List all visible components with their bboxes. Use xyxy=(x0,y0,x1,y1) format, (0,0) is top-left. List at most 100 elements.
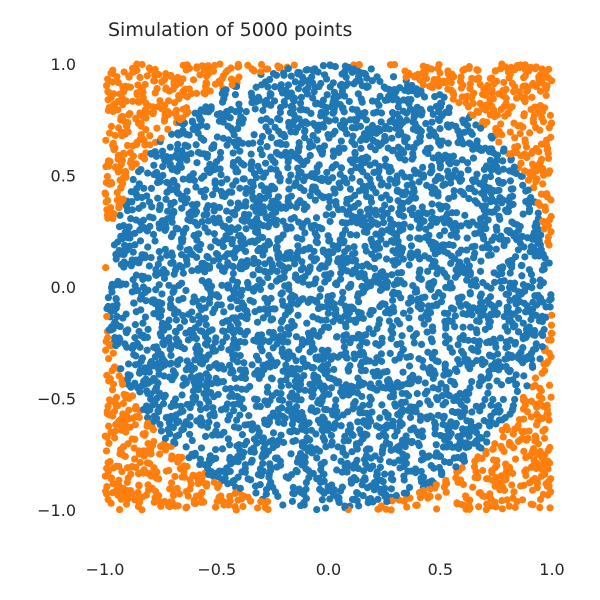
point-inside xyxy=(371,254,379,263)
point-outside xyxy=(164,125,172,133)
point-inside xyxy=(471,242,479,250)
point-inside xyxy=(250,336,258,344)
point-inside xyxy=(301,229,309,237)
point-inside xyxy=(384,144,392,152)
point-inside xyxy=(433,449,441,457)
point-outside xyxy=(114,155,122,163)
point-inside xyxy=(293,427,301,436)
point-inside xyxy=(280,419,288,428)
point-inside xyxy=(513,387,522,395)
point-outside xyxy=(487,502,495,510)
point-inside xyxy=(348,156,356,164)
point-inside xyxy=(512,381,520,389)
point-inside xyxy=(271,488,280,496)
point-inside xyxy=(233,297,241,305)
point-inside xyxy=(376,456,384,464)
point-inside xyxy=(519,210,527,218)
point-inside xyxy=(266,268,275,276)
point-inside xyxy=(309,345,318,353)
point-inside xyxy=(348,174,356,182)
point-inside xyxy=(424,267,432,275)
point-inside xyxy=(381,423,389,431)
point-inside xyxy=(467,128,475,136)
point-inside xyxy=(218,445,227,453)
point-inside xyxy=(261,98,269,107)
point-outside xyxy=(131,421,139,429)
point-inside xyxy=(158,147,167,155)
point-inside xyxy=(468,408,476,416)
point-inside xyxy=(156,420,164,429)
point-outside xyxy=(103,172,111,181)
point-outside xyxy=(540,465,548,473)
point-outside xyxy=(484,81,492,90)
point-inside xyxy=(362,247,370,255)
point-outside xyxy=(521,167,529,175)
point-inside xyxy=(304,84,312,92)
point-inside xyxy=(398,332,406,340)
point-inside xyxy=(167,259,175,267)
point-inside xyxy=(325,390,333,398)
point-inside xyxy=(478,402,486,410)
point-inside xyxy=(491,339,499,347)
point-inside xyxy=(279,396,287,404)
point-inside xyxy=(204,284,212,292)
point-outside xyxy=(146,132,154,140)
point-inside xyxy=(415,430,423,438)
point-outside xyxy=(115,476,123,484)
point-inside xyxy=(183,400,191,409)
point-inside xyxy=(225,188,233,196)
point-inside xyxy=(452,159,460,167)
point-inside xyxy=(156,254,164,263)
point-inside xyxy=(250,131,258,139)
point-outside xyxy=(119,101,127,109)
point-outside xyxy=(479,466,487,475)
point-outside xyxy=(200,498,208,506)
point-inside xyxy=(377,181,385,189)
point-inside xyxy=(155,205,163,214)
point-inside xyxy=(391,400,399,408)
point-inside xyxy=(146,363,154,371)
point-inside xyxy=(240,448,248,457)
point-inside xyxy=(520,372,528,380)
point-inside xyxy=(350,243,358,251)
point-inside xyxy=(330,453,338,462)
point-inside xyxy=(289,483,297,492)
point-inside xyxy=(520,243,528,251)
point-inside xyxy=(311,184,319,192)
point-inside xyxy=(415,441,423,450)
point-inside xyxy=(360,228,368,236)
point-inside xyxy=(225,282,233,290)
point-inside xyxy=(328,174,337,182)
point-inside xyxy=(525,208,533,216)
point-inside xyxy=(464,265,473,273)
point-inside xyxy=(421,293,429,301)
point-inside xyxy=(195,319,203,327)
point-inside xyxy=(509,168,517,176)
point-inside xyxy=(475,434,483,442)
point-inside xyxy=(369,462,377,470)
point-inside xyxy=(277,390,285,398)
point-inside xyxy=(345,309,353,317)
point-inside xyxy=(168,249,176,257)
point-inside xyxy=(356,349,364,357)
point-inside xyxy=(329,109,337,117)
point-inside xyxy=(153,178,162,187)
point-inside xyxy=(139,201,147,209)
point-inside xyxy=(330,88,338,96)
point-inside xyxy=(210,230,218,238)
point-inside xyxy=(294,85,303,93)
point-inside xyxy=(354,418,362,426)
point-inside xyxy=(225,317,233,325)
point-inside xyxy=(431,93,439,101)
point-inside xyxy=(324,487,332,495)
point-outside xyxy=(527,463,535,471)
point-inside xyxy=(160,372,168,380)
point-outside xyxy=(119,83,127,91)
point-outside xyxy=(535,392,543,400)
point-inside xyxy=(174,417,183,425)
point-outside xyxy=(547,393,555,401)
point-inside xyxy=(424,348,432,356)
point-inside xyxy=(201,432,210,440)
point-outside xyxy=(103,433,111,441)
point-inside xyxy=(238,258,246,266)
